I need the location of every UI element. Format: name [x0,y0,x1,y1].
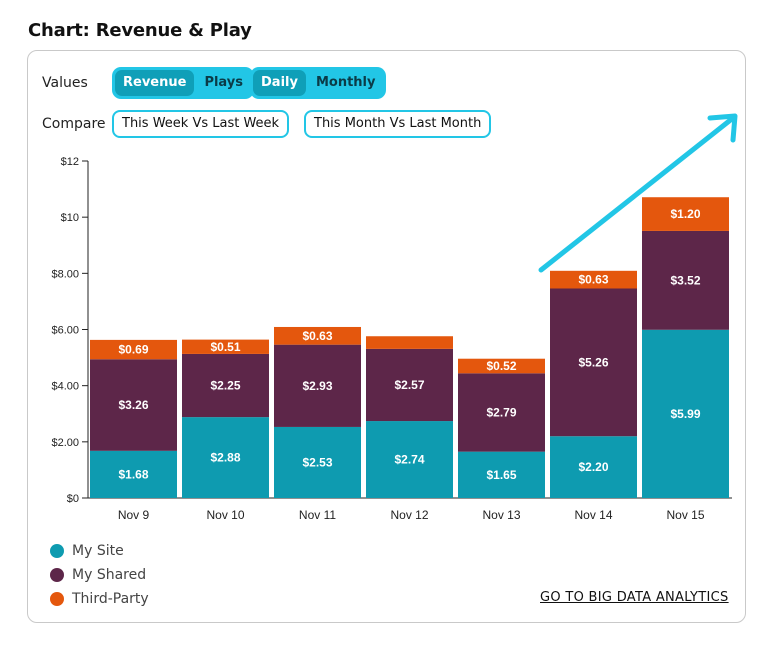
legend-label: My Site [72,543,124,559]
legend-swatch-third-party [50,592,64,606]
page-title: Chart: Revenue & Play [28,20,252,41]
big-data-analytics-link[interactable]: GO TO BIG DATA ANALYTICS [540,590,729,605]
legend-swatch-my-site [50,544,64,558]
values-option-plays[interactable]: Plays [204,75,244,90]
values-toggle: Revenue Plays [112,67,255,99]
period-toggle: Daily Monthly [250,67,387,99]
legend-label: Third-Party [72,591,149,607]
compare-label: Compare [42,116,106,132]
legend-label: My Shared [72,567,147,583]
chart-card [27,50,746,623]
compare-month-button[interactable]: This Month Vs Last Month [304,110,492,138]
compare-week-button[interactable]: This Week Vs Last Week [112,110,290,138]
period-option-daily[interactable]: Daily [253,70,306,96]
legend-item-my-site: My Site [50,542,124,560]
legend-item-my-shared: My Shared [50,566,146,584]
values-option-revenue[interactable]: Revenue [115,70,195,96]
legend-item-third-party: Third-Party [50,590,149,608]
period-option-monthly[interactable]: Monthly [315,75,376,90]
values-label: Values [42,75,88,91]
legend-swatch-my-shared [50,568,64,582]
